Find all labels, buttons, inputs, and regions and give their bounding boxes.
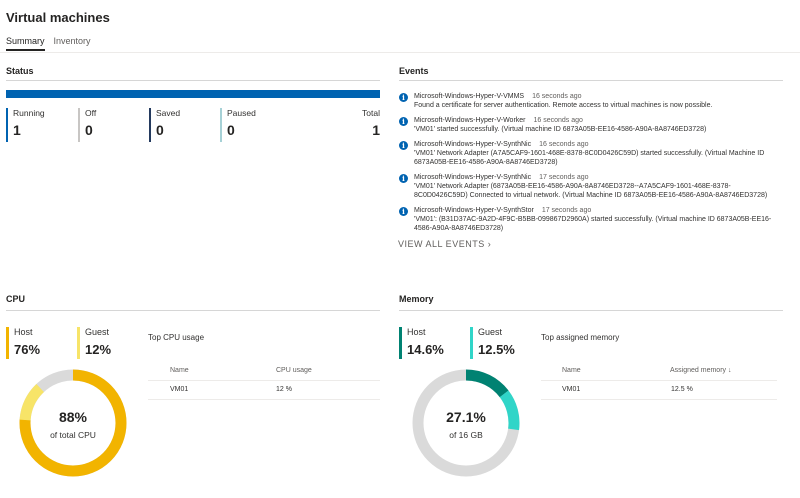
event-time: 17 seconds ago bbox=[539, 174, 589, 181]
event-source: Microsoft-Windows-Hyper-V-SynthStor bbox=[414, 207, 534, 214]
memory-donut-host-arc bbox=[412, 369, 520, 477]
cpu-donut-value: 88% bbox=[59, 409, 88, 425]
cpu-host-value: 76% bbox=[14, 342, 41, 357]
tab-bar: Summary Inventory bbox=[6, 36, 91, 51]
stat-saved-value: 0 bbox=[156, 122, 164, 138]
event-item[interactable]: i Microsoft-Windows-Hyper-V-SynthNic 17 s… bbox=[399, 173, 779, 200]
event-source: Microsoft-Windows-Hyper-V-SynthNic bbox=[414, 174, 532, 181]
memory-host-metric: Host 14.6% bbox=[399, 327, 444, 359]
cpu-table-row-divider bbox=[148, 399, 380, 400]
cpu-guest-metric: Guest 12% bbox=[77, 327, 111, 359]
cpu-row-usage: 12 % bbox=[276, 386, 292, 393]
status-divider bbox=[6, 80, 380, 81]
event-time: 16 seconds ago bbox=[532, 93, 582, 100]
cpu-donut: 88% of total CPU bbox=[19, 369, 127, 477]
event-source: Microsoft-Windows-Hyper-V-VMMS bbox=[414, 93, 525, 100]
stat-paused-value: 0 bbox=[227, 122, 235, 138]
stat-paused: Paused 0 bbox=[220, 108, 256, 142]
cpu-table-header-usage[interactable]: CPU usage bbox=[276, 367, 312, 374]
events-divider bbox=[399, 80, 783, 81]
stat-saved-label: Saved bbox=[156, 108, 181, 118]
event-message: 'VM01' started successfully. (Virtual ma… bbox=[414, 126, 707, 133]
memory-title: Memory bbox=[399, 294, 434, 304]
event-message: 'VM01': (B31D37AC-9A2D-4F9C-B5BB-099867D… bbox=[414, 216, 772, 232]
event-time: 16 seconds ago bbox=[533, 117, 583, 124]
event-message: Found a certificate for server authentic… bbox=[414, 102, 713, 109]
stat-running: Running 1 bbox=[6, 108, 45, 142]
cpu-host-metric: Host 76% bbox=[6, 327, 40, 359]
stat-off-label: Off bbox=[85, 108, 97, 118]
memory-divider bbox=[399, 310, 783, 311]
stat-total-value: 1 bbox=[372, 122, 380, 138]
stat-running-value: 1 bbox=[13, 122, 21, 138]
memory-guest-label: Guest bbox=[478, 327, 503, 337]
memory-row-name: VM01 bbox=[562, 386, 581, 393]
stat-off: Off 0 bbox=[78, 108, 96, 142]
view-all-events-label: VIEW ALL EVENTS bbox=[398, 239, 485, 249]
table-row[interactable]: VM01 12.5 % bbox=[541, 381, 777, 399]
stat-off-value: 0 bbox=[85, 122, 93, 138]
event-message: 'VM01' Network Adapter (A7A5CAF9-1601-46… bbox=[414, 150, 765, 166]
top-cpu-title: Top CPU usage bbox=[148, 333, 205, 342]
memory-host-label: Host bbox=[407, 327, 426, 337]
stat-total: Total 1 bbox=[362, 108, 380, 138]
cpu-row-name: VM01 bbox=[170, 386, 189, 393]
event-time: 17 seconds ago bbox=[541, 207, 592, 214]
stat-total-label: Total bbox=[362, 108, 380, 118]
event-time: 16 seconds ago bbox=[539, 141, 589, 148]
stat-paused-label: Paused bbox=[227, 108, 256, 118]
tabs-divider bbox=[0, 52, 800, 53]
info-icon: i bbox=[399, 141, 408, 150]
cpu-guest-value: 12% bbox=[85, 342, 112, 357]
chevron-right-icon: › bbox=[487, 239, 492, 249]
stat-saved: Saved 0 bbox=[149, 108, 180, 142]
tab-summary[interactable]: Summary bbox=[6, 36, 45, 51]
event-message: 'VM01' Network Adapter (6873A05B-EE16-45… bbox=[414, 183, 768, 199]
memory-host-value: 14.6% bbox=[407, 342, 444, 357]
memory-guest-value: 12.5% bbox=[478, 342, 515, 357]
memory-table-header-assigned[interactable]: Assigned memory ↓ bbox=[670, 367, 732, 374]
memory-donut-value: 27.1% bbox=[446, 409, 486, 425]
memory-donut-sub: of 16 GB bbox=[449, 430, 483, 440]
memory-table-divider bbox=[541, 380, 777, 381]
cpu-title: CPU bbox=[6, 294, 26, 304]
status-bar bbox=[6, 90, 380, 98]
info-icon: i bbox=[399, 174, 408, 183]
info-icon: i bbox=[399, 117, 408, 126]
event-item[interactable]: i Microsoft-Windows-Hyper-V-Worker 16 sec… bbox=[399, 116, 779, 134]
event-source: Microsoft-Windows-Hyper-V-Worker bbox=[414, 117, 526, 124]
top-memory-title: Top assigned memory bbox=[541, 333, 620, 342]
memory-donut: 27.1% of 16 GB bbox=[412, 369, 520, 477]
cpu-table-header-name[interactable]: Name bbox=[170, 367, 189, 374]
event-item[interactable]: i Microsoft-Windows-Hyper-V-SynthStor 17 … bbox=[399, 206, 779, 233]
cpu-table-divider bbox=[148, 380, 380, 381]
stat-running-label: Running bbox=[13, 108, 45, 118]
memory-table-header-name[interactable]: Name bbox=[562, 367, 581, 374]
view-all-events-link[interactable]: VIEW ALL EVENTS › bbox=[398, 239, 491, 249]
memory-row-assigned: 12.5 % bbox=[671, 386, 693, 393]
events-title: Events bbox=[399, 66, 429, 76]
table-row[interactable]: VM01 12 % bbox=[148, 381, 380, 399]
info-icon: i bbox=[399, 93, 408, 102]
event-source: Microsoft-Windows-Hyper-V-SynthNic bbox=[414, 141, 532, 148]
cpu-host-label: Host bbox=[14, 327, 33, 337]
cpu-guest-label: Guest bbox=[85, 327, 110, 337]
event-item[interactable]: i Microsoft-Windows-Hyper-V-SynthNic 16 s… bbox=[399, 140, 779, 167]
cpu-donut-sub: of total CPU bbox=[50, 430, 96, 440]
memory-guest-metric: Guest 12.5% bbox=[470, 327, 515, 359]
memory-table-row-divider bbox=[541, 399, 777, 400]
tab-inventory[interactable]: Inventory bbox=[53, 36, 91, 46]
info-icon: i bbox=[399, 207, 408, 216]
cpu-divider bbox=[6, 310, 380, 311]
page-title: Virtual machines bbox=[6, 10, 110, 25]
status-title: Status bbox=[6, 66, 34, 76]
event-item[interactable]: i Microsoft-Windows-Hyper-V-VMMS 16 secon… bbox=[399, 92, 779, 110]
cpu-donut-host-arc bbox=[19, 369, 127, 477]
